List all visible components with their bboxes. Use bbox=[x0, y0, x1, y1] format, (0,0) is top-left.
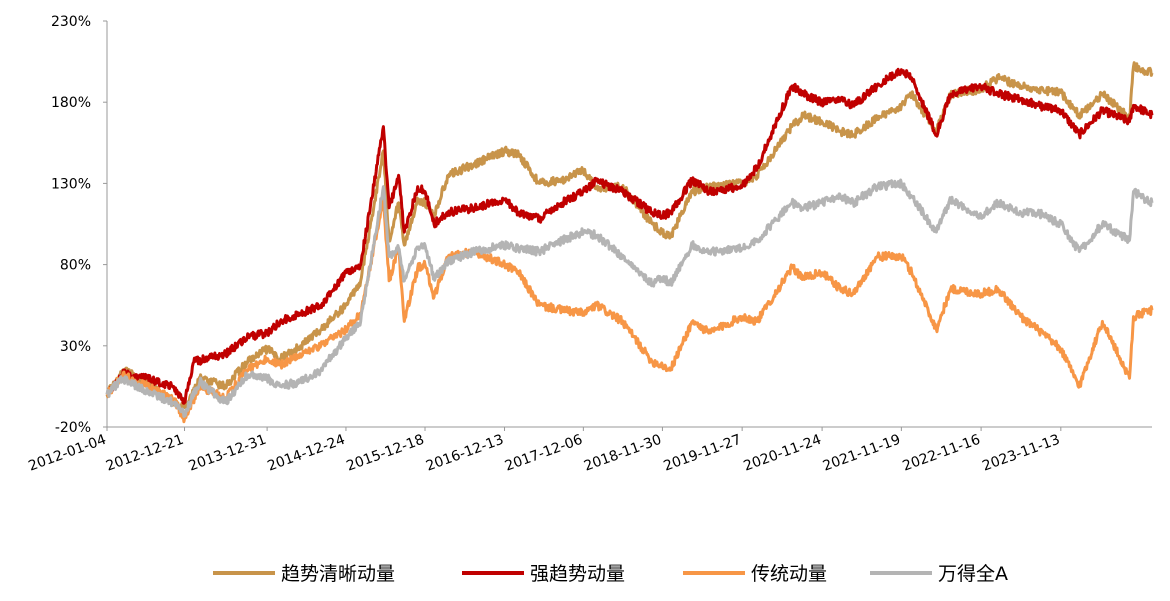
x-tick-label: 2015-12-18 bbox=[344, 432, 426, 475]
legend-label: 万得全A bbox=[938, 563, 1008, 585]
x-tick-label: 2013-12-31 bbox=[187, 432, 269, 475]
chart-legend: 趋势清晰动量 强趋势动量 传统动量 万得全A bbox=[213, 563, 1008, 585]
legend-label: 传统动量 bbox=[751, 563, 827, 585]
x-tick-label: 2022-11-16 bbox=[901, 432, 983, 475]
series-line-3 bbox=[105, 178, 1154, 418]
y-tick-label: 180% bbox=[51, 95, 91, 111]
series-line-2 bbox=[105, 198, 1154, 424]
x-tick-label: 2023-11-13 bbox=[980, 432, 1062, 475]
y-tick-label: 80% bbox=[60, 258, 91, 274]
chart-axes: -20% 30% 80% 130% 180% 230% 2012-01-042012-12-… bbox=[26, 14, 1152, 475]
series-line-1 bbox=[106, 67, 1154, 405]
legend-label: 强趋势动量 bbox=[530, 563, 625, 585]
y-tick-label: -20% bbox=[55, 420, 91, 436]
x-tick-label: 2021-11-19 bbox=[821, 432, 903, 475]
x-tick-label: 2016-12-13 bbox=[424, 432, 506, 475]
y-tick-label: 230% bbox=[51, 14, 91, 30]
y-tick-label: 130% bbox=[51, 176, 91, 192]
x-tick-label: 2020-11-24 bbox=[742, 432, 824, 475]
x-tick-label: 2014-12-24 bbox=[265, 432, 347, 475]
x-tick-label: 2018-11-30 bbox=[582, 432, 664, 475]
y-tick-label: 30% bbox=[60, 339, 91, 355]
x-tick-label: 2019-11-27 bbox=[662, 432, 744, 475]
legend-label: 趋势清晰动量 bbox=[281, 563, 395, 585]
x-tick-label: 2012-01-04 bbox=[26, 432, 108, 475]
x-tick-label: 2012-12-21 bbox=[104, 432, 186, 475]
chart-series-lines bbox=[105, 61, 1154, 424]
x-tick-label: 2017-12-06 bbox=[503, 432, 585, 475]
